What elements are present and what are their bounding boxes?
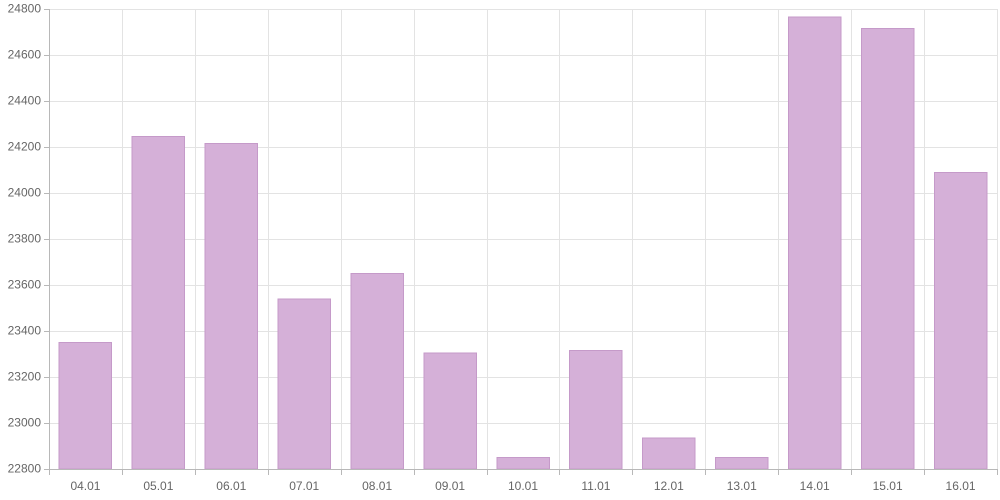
x-tick-label: 04.01 bbox=[70, 479, 100, 493]
y-tick-label: 23400 bbox=[8, 324, 42, 338]
bar-11.01 bbox=[569, 350, 623, 470]
bar-06.01 bbox=[204, 143, 259, 470]
bar-10.01 bbox=[496, 457, 550, 470]
bar-15.01 bbox=[860, 28, 915, 470]
bar-09.01 bbox=[423, 352, 477, 470]
bar-16.01 bbox=[933, 171, 988, 470]
x-tick-label: 12.01 bbox=[654, 479, 684, 493]
grid bbox=[49, 9, 998, 470]
x-tick-label: 08.01 bbox=[362, 479, 392, 493]
y-tick-label: 22800 bbox=[8, 462, 42, 476]
bar-04.01 bbox=[58, 342, 113, 470]
y-tick-label: 24800 bbox=[8, 2, 42, 16]
y-tick-label: 23200 bbox=[8, 370, 42, 384]
x-tick-label: 11.01 bbox=[581, 479, 610, 493]
y-tick-label: 24600 bbox=[8, 48, 42, 62]
bar-13.01 bbox=[715, 457, 769, 470]
y-tick-label: 23600 bbox=[8, 278, 42, 292]
x-tick-label: 10.01 bbox=[508, 479, 538, 493]
x-tick-label: 05.01 bbox=[143, 479, 173, 493]
y-tick-label: 24200 bbox=[8, 140, 42, 154]
y-tick-label: 23000 bbox=[8, 416, 42, 430]
bar-07.01 bbox=[277, 298, 331, 470]
x-tick-label: 06.01 bbox=[216, 479, 246, 493]
x-tick-label: 14.01 bbox=[800, 479, 830, 493]
x-tick-label: 15.01 bbox=[873, 479, 903, 493]
y-tick-label: 23800 bbox=[8, 232, 42, 246]
tick-labels: 22800 23000 23200 23400 23600 23800 24000 24200… bbox=[8, 2, 976, 493]
bar-12.01 bbox=[642, 437, 696, 470]
x-tick-label: 07.01 bbox=[289, 479, 319, 493]
y-tick-label: 24000 bbox=[8, 186, 42, 200]
x-tick-label: 16.01 bbox=[946, 479, 976, 493]
bar-08.01 bbox=[350, 273, 404, 470]
bars bbox=[58, 16, 988, 470]
bar-14.01 bbox=[787, 16, 842, 470]
x-tick-label: 09.01 bbox=[435, 479, 465, 493]
axes bbox=[44, 9, 998, 475]
bar-05.01 bbox=[131, 136, 186, 470]
y-tick-label: 24400 bbox=[8, 94, 42, 108]
x-tick-label: 13.01 bbox=[727, 479, 757, 493]
